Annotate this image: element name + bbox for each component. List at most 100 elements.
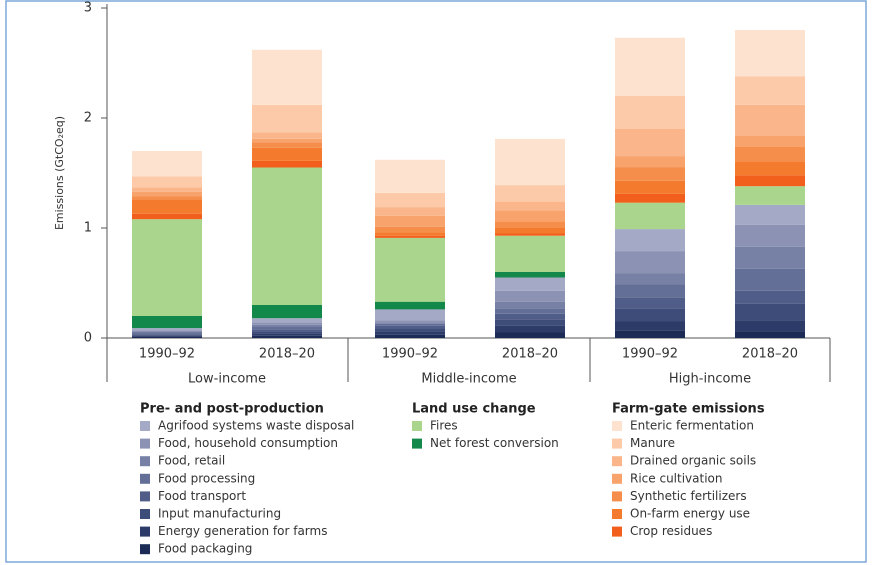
bar-segment [735, 135, 805, 147]
y-tick-label: 1 [84, 221, 92, 236]
bar-segment [375, 325, 445, 329]
legend-swatch [612, 421, 622, 431]
bar-segment [735, 268, 805, 291]
y-tick-label: 0 [84, 331, 92, 346]
bar-segment [252, 160, 322, 168]
bar-segment [735, 175, 805, 187]
bar-segment [495, 235, 565, 272]
bar-segment [375, 334, 445, 338]
bar-segment [252, 132, 322, 139]
legend-swatch [412, 438, 422, 449]
x-tick-label: 2018–20 [502, 347, 558, 362]
legend-swatch [612, 456, 622, 467]
bar-segment [252, 142, 322, 148]
bar-segment [735, 320, 805, 332]
frame [5, 0, 867, 563]
legend-swatch [140, 438, 150, 449]
legend-swatch [140, 509, 150, 519]
legend-label: Food transport [158, 489, 246, 503]
legend-label: Drained organic soils [630, 454, 756, 468]
bar-segment [735, 331, 805, 338]
bar-segment [252, 49, 322, 105]
bar-segment [615, 321, 685, 331]
legend-label: Energy generation for farms [158, 524, 327, 538]
bar-segment [735, 204, 805, 225]
bar-segment [615, 297, 685, 309]
bar-segment [252, 324, 322, 327]
group-label: Middle-income [421, 372, 516, 387]
legend-swatch [140, 491, 150, 502]
bar-segment [495, 301, 565, 309]
legend-label: Manure [630, 436, 675, 450]
bar-segment [132, 336, 202, 338]
x-tick-label: 2018–20 [259, 347, 315, 362]
legend-label: Agrifood systems waste disposal [158, 419, 354, 433]
bar-segment [132, 213, 202, 220]
legend-label: Synthetic fertilizers [630, 489, 747, 503]
bar-segment [375, 235, 445, 238]
legend-swatch [140, 421, 150, 431]
bar-segment [252, 167, 322, 305]
bar-segment [375, 232, 445, 236]
legend-swatch [612, 491, 622, 502]
group-label: Low-income [188, 372, 266, 387]
bar-segment [615, 37, 685, 96]
bar-segment [252, 104, 322, 133]
bar-segment [495, 201, 565, 211]
bar-segment [615, 129, 685, 157]
bar-segment [495, 272, 565, 278]
bar-segment [495, 332, 565, 338]
bar-segment [615, 284, 685, 298]
x-tick-label: 2018–20 [742, 347, 798, 362]
bar-segment [252, 327, 322, 330]
legend-label: Food, household consumption [158, 436, 338, 450]
bar-segment [735, 224, 805, 247]
bar-segment [495, 233, 565, 236]
bar-segment [132, 219, 202, 316]
bar-segment [495, 221, 565, 228]
legend-label: Crop residues [630, 524, 712, 538]
legend-title: Land use change [412, 402, 536, 417]
bar-segment [615, 96, 685, 129]
bar-segment [252, 147, 322, 161]
bar-segment [132, 176, 202, 188]
bar-segment [132, 335, 202, 337]
bar-segment [375, 331, 445, 335]
legend-label: Food processing [158, 471, 255, 485]
legend-swatch [140, 526, 150, 537]
bar-segment [495, 210, 565, 222]
bar-segment [375, 328, 445, 332]
bar-segment [132, 333, 202, 335]
bar-segment [615, 251, 685, 274]
bar-segment [495, 290, 565, 302]
x-tick-label: 1990–92 [622, 347, 678, 362]
group-label: High-income [669, 372, 751, 387]
legend-label: Food packaging [158, 542, 252, 556]
bar-segment [375, 215, 445, 227]
bar-segment [615, 330, 685, 338]
legend-swatch [140, 473, 150, 484]
bar-segment [495, 138, 565, 186]
legend-label: Rice cultivation [630, 471, 722, 485]
bar-segment [735, 146, 805, 162]
bar-segment [615, 180, 685, 194]
bar-segment [132, 316, 202, 329]
legend-swatch [412, 421, 422, 431]
bar-segment [375, 320, 445, 323]
bar-segment [375, 309, 445, 321]
legend-swatch [140, 456, 150, 467]
bar-segment [252, 318, 322, 323]
bar-segment [252, 335, 322, 338]
bar-segment [252, 305, 322, 319]
bar-segment [252, 322, 322, 325]
legend-title: Farm-gate emissions [612, 402, 765, 417]
bar-segment [495, 325, 565, 333]
x-tick-label: 1990–92 [382, 347, 438, 362]
bar-segment [375, 322, 445, 324]
bar-segment [615, 156, 685, 168]
bar-segment [735, 303, 805, 321]
bar-segment [375, 192, 445, 208]
bar-segment [615, 202, 685, 230]
bar-segment [252, 329, 322, 332]
